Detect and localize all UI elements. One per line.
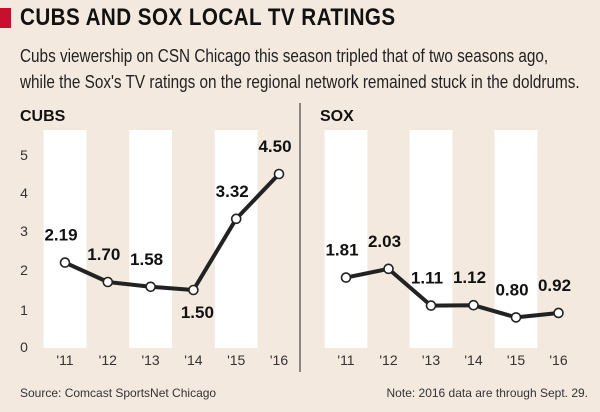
cubs-x-tick-0: '11: [56, 352, 73, 368]
cubs-x-tick-3: '14: [184, 352, 202, 368]
sox-x-tick-0: '11: [337, 352, 354, 368]
sox-point-3: [468, 299, 479, 311]
sox-band-2: [409, 130, 453, 348]
sox-x-tick-1: '12: [379, 352, 397, 368]
cubs-x-tick-1: '12: [99, 352, 117, 368]
cubs-point-1: [102, 276, 114, 288]
cubs-point-2: [145, 281, 156, 293]
title-bar: CUBS AND SOX LOCAL TV RATINGS: [0, 0, 600, 40]
sox-series-line: [345, 266, 559, 320]
chart-subtitle: Cubs viewership on CSN Chicago this seas…: [20, 46, 580, 92]
sox-x-tick-5: '16: [549, 352, 567, 368]
cubs-x-tick-5: '16: [270, 352, 288, 368]
sox-panel-label: SOX: [320, 108, 354, 125]
cubs-point-0: [59, 257, 71, 268]
cubs-y-tick-5: 5: [20, 147, 28, 163]
cubs-x-tick-4: '15: [227, 352, 245, 368]
sox-point-5: [553, 307, 564, 319]
sox-point-0: [340, 272, 352, 283]
sox-data-label-3: 1.12: [453, 268, 486, 287]
cubs-point-3: [188, 284, 199, 296]
cubs-y-tick-2: 2: [20, 262, 28, 278]
sox-data-label-4: 0.80: [495, 280, 528, 299]
chart-title: CUBS AND SOX LOCAL TV RATINGS: [20, 4, 396, 31]
sox-x-tick-4: '15: [507, 352, 525, 368]
cubs-data-label-3: 1.50: [181, 303, 214, 322]
sox-x-tick-3: '14: [464, 352, 482, 368]
accent-square: [0, 8, 11, 28]
cubs-data-label-1: 1.70: [87, 245, 120, 264]
cubs-y-tick-1: 1: [20, 302, 28, 318]
data-note: Note: 2016 data are through Sept. 29.: [386, 386, 588, 400]
cubs-x-tick-2: '13: [141, 352, 159, 368]
cubs-series-line: [64, 172, 281, 292]
cubs-data-label-5: 4.50: [258, 137, 291, 156]
cubs-band-2: [129, 130, 172, 348]
cubs-y-tick-0: 0: [20, 339, 28, 355]
cubs-y-tick-4: 4: [20, 185, 28, 201]
cubs-y-tick-3: 3: [20, 223, 28, 239]
cubs-panel-label: CUBS: [20, 108, 66, 125]
cubs-data-label-2: 1.58: [130, 250, 163, 269]
sox-data-label-0: 1.81: [325, 241, 358, 260]
cubs-band-0: [43, 130, 87, 348]
sox-point-1: [383, 263, 394, 275]
sox-data-label-2: 1.11: [411, 269, 443, 288]
sox-point-4: [510, 312, 522, 323]
cubs-data-label-0: 2.19: [44, 226, 77, 245]
sox-point-2: [425, 300, 437, 311]
sox-data-label-1: 2.03: [368, 232, 401, 251]
cubs-point-5: [273, 168, 285, 180]
cubs-band-4: [214, 130, 258, 348]
source-note: Source: Comcast SportsNet Chicago: [20, 386, 217, 400]
sox-data-label-5: 0.92: [538, 276, 571, 295]
cubs-point-4: [230, 213, 242, 225]
sox-band-0: [324, 130, 368, 348]
cubs-data-label-4: 3.32: [216, 182, 249, 201]
sox-x-tick-2: '13: [422, 352, 440, 368]
